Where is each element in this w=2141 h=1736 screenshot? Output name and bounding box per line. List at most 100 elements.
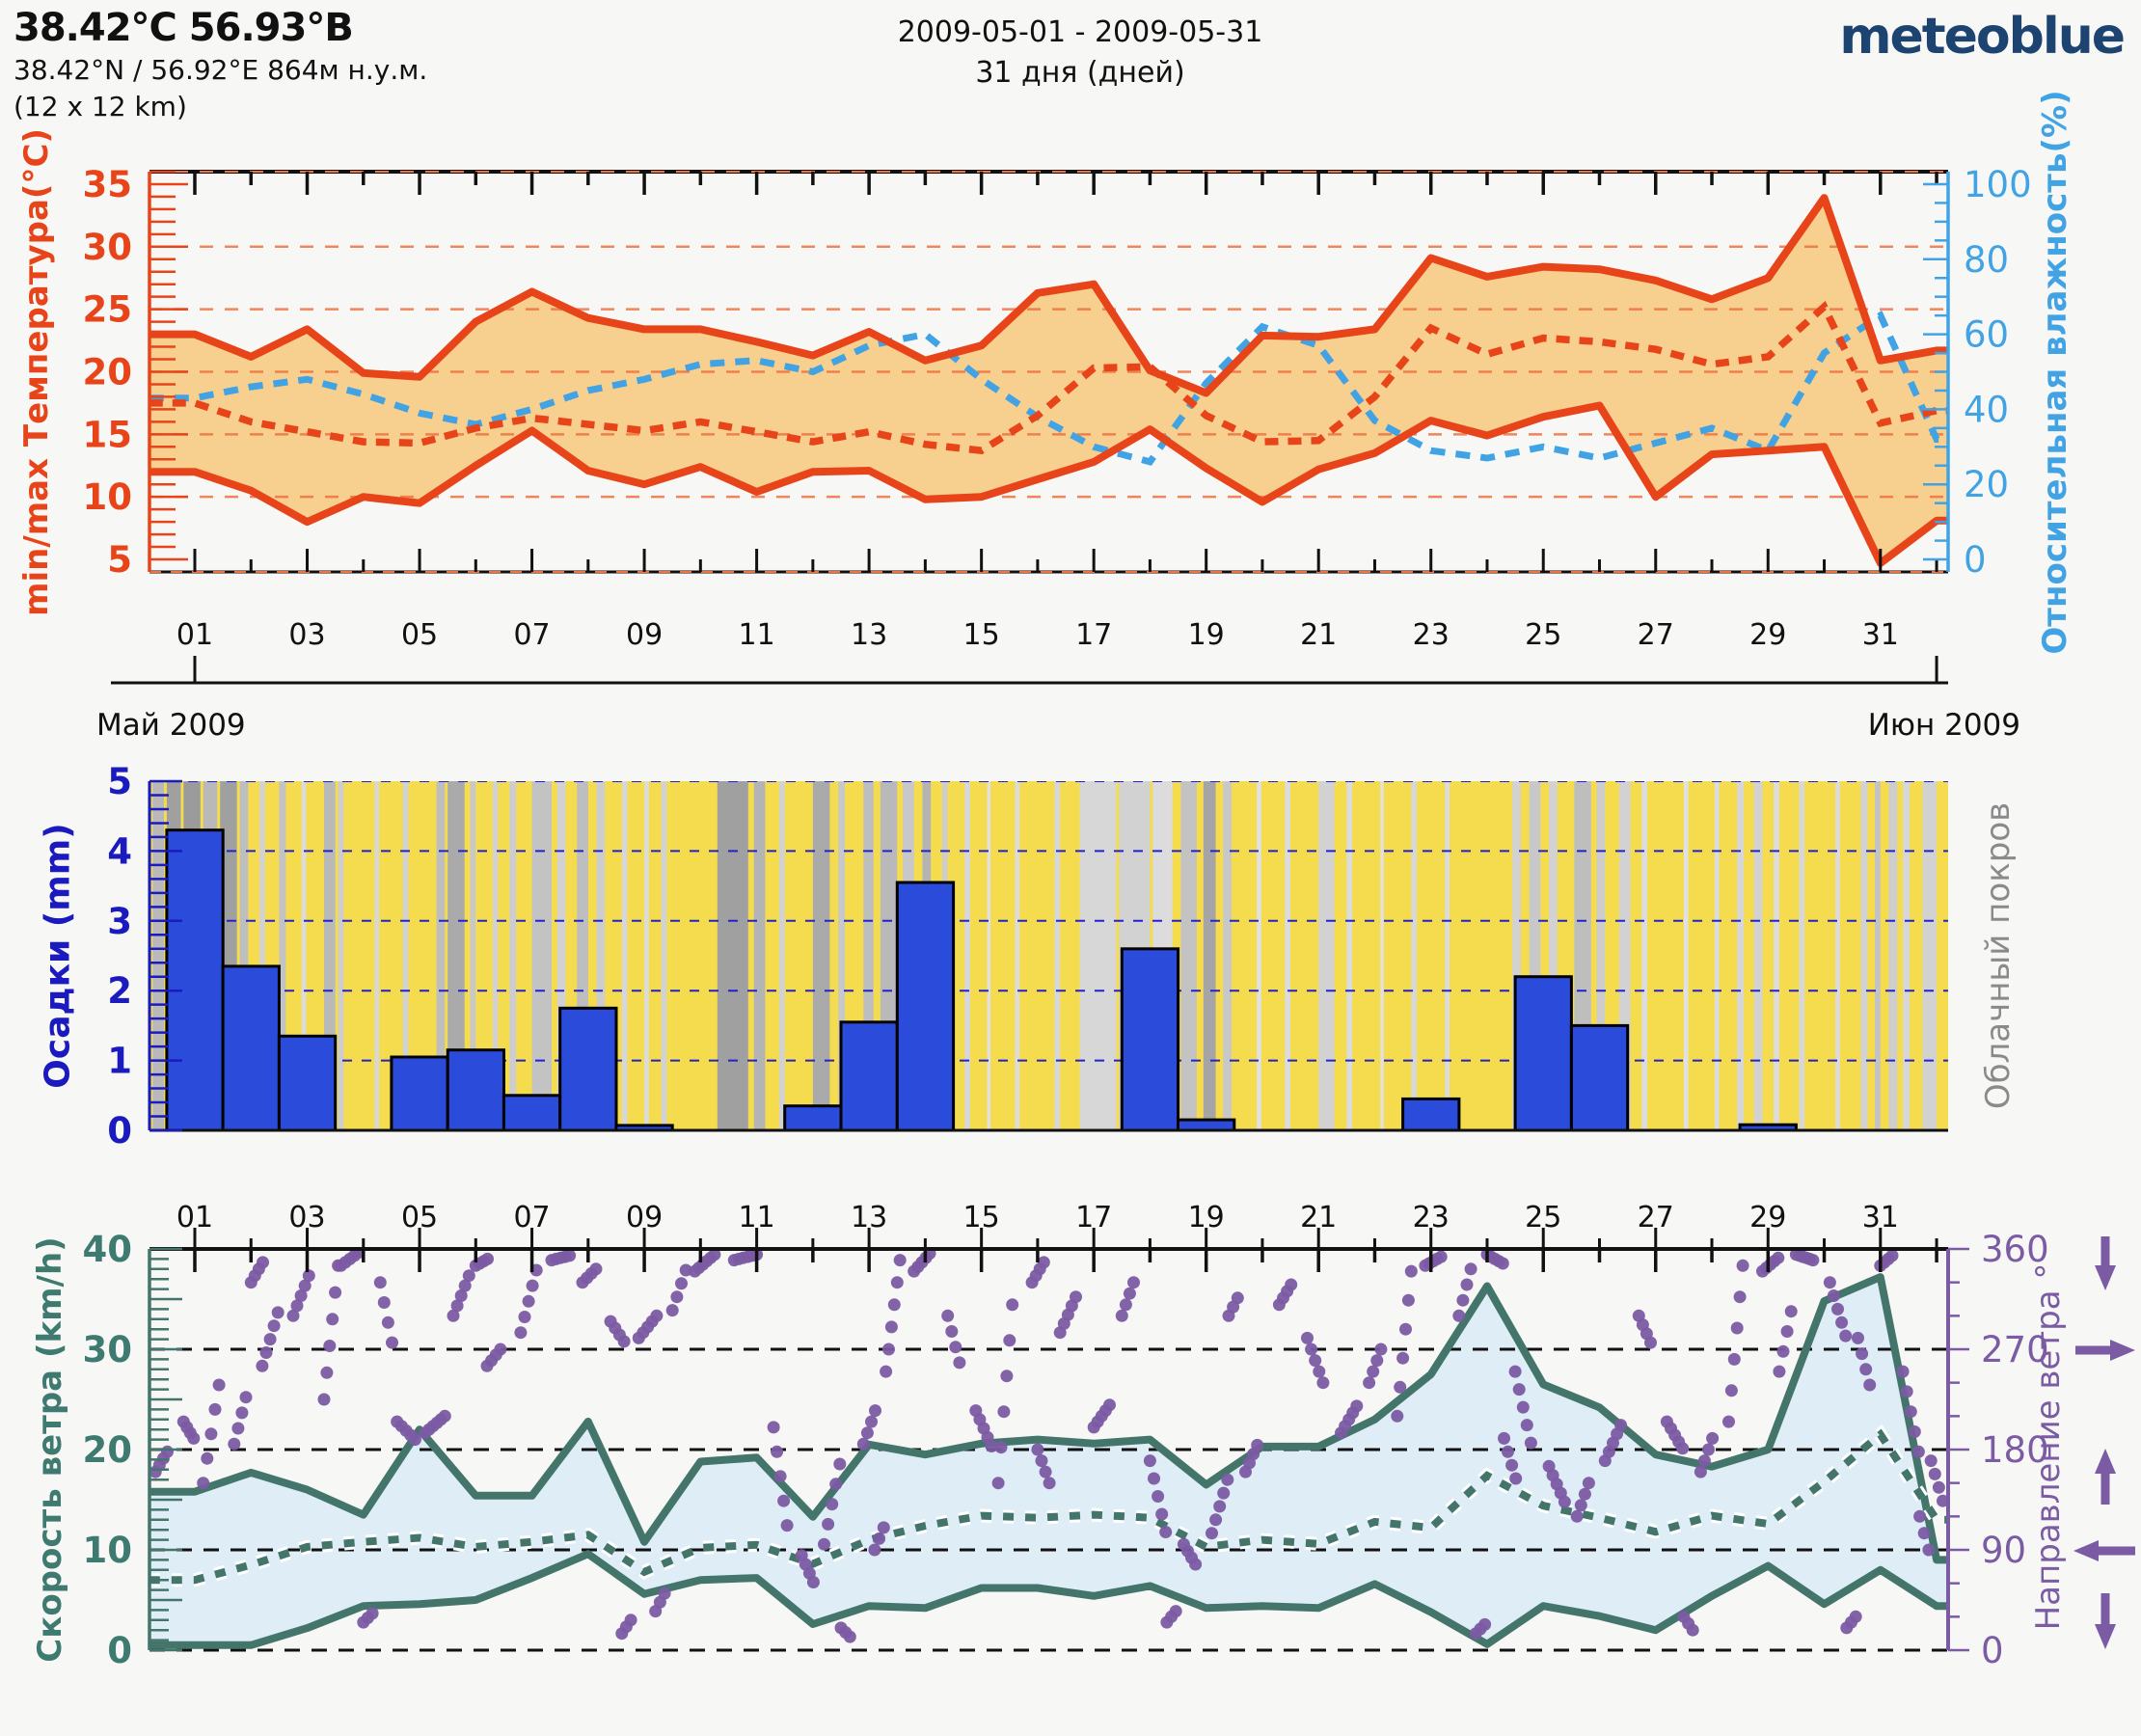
precip-bar-day-9 bbox=[614, 1124, 674, 1130]
precip-bar-day-14 bbox=[895, 881, 956, 1130]
svg-text:31: 31 bbox=[1862, 1201, 1899, 1234]
svg-text:15: 15 bbox=[963, 1201, 1000, 1234]
svg-text:01: 01 bbox=[176, 618, 213, 652]
svg-text:17: 17 bbox=[1075, 618, 1112, 652]
svg-text:23: 23 bbox=[1413, 618, 1450, 652]
mean-temp-line bbox=[149, 300, 1947, 455]
month-axis: Май 2009 Июн 2009 bbox=[96, 656, 2020, 743]
svg-text:4: 4 bbox=[107, 830, 132, 872]
precip-bar-day-13 bbox=[839, 1020, 899, 1130]
wind-axes: 0 10 20 30 40 0 90 180 270 360 01 03 05 07 09 11 13 15 17 1… bbox=[83, 1201, 2049, 1671]
precip-bar-day-12 bbox=[783, 1104, 843, 1130]
svg-text:19: 19 bbox=[1188, 618, 1225, 652]
svg-text:15: 15 bbox=[83, 414, 133, 455]
cloudcover-axis-label: Облачный покров bbox=[1979, 801, 2018, 1110]
svg-text:40: 40 bbox=[1964, 389, 2009, 430]
precip-bar-day-8 bbox=[558, 1006, 618, 1130]
svg-text:0: 0 bbox=[1981, 1630, 2004, 1671]
precip-bar-day-26 bbox=[1569, 1023, 1630, 1130]
precipitation-cloud-chart bbox=[149, 781, 1948, 1130]
svg-text:35: 35 bbox=[83, 164, 133, 205]
precip-bar-day-6 bbox=[446, 1048, 506, 1130]
location-title: 38.42°C 56.93°B bbox=[14, 6, 354, 50]
svg-text:05: 05 bbox=[401, 1201, 438, 1234]
max-temp-line bbox=[149, 194, 1947, 397]
humidity-line bbox=[149, 310, 1947, 466]
min-temp-line bbox=[149, 401, 1947, 567]
svg-text:27: 27 bbox=[1638, 1201, 1674, 1234]
svg-text:0: 0 bbox=[107, 1110, 132, 1152]
grid-resolution: (12 x 12 km) bbox=[14, 91, 187, 122]
svg-text:09: 09 bbox=[626, 618, 663, 652]
precip-bar-day-1 bbox=[165, 828, 225, 1130]
svg-text:5: 5 bbox=[107, 539, 132, 581]
precip-bar-day-18 bbox=[1120, 947, 1180, 1130]
precip-bar-day-25 bbox=[1513, 975, 1573, 1130]
svg-text:21: 21 bbox=[1300, 618, 1337, 652]
precip-bar-day-23 bbox=[1401, 1097, 1461, 1130]
date-range: 2009-05-01 - 2009-05-31 bbox=[897, 15, 1263, 49]
svg-text:13: 13 bbox=[851, 1201, 887, 1234]
svg-text:20: 20 bbox=[1964, 464, 2009, 505]
svg-text:15: 15 bbox=[963, 618, 1000, 652]
svg-text:100: 100 bbox=[1964, 164, 2032, 205]
month-label-right: Июн 2009 bbox=[1868, 708, 2020, 743]
location-coordinates: 38.42°N / 56.92°E 864м н.у.м. bbox=[14, 54, 428, 86]
svg-text:80: 80 bbox=[1964, 239, 2009, 281]
svg-text:03: 03 bbox=[288, 618, 325, 652]
svg-text:2: 2 bbox=[107, 970, 132, 1012]
svg-text:360: 360 bbox=[1981, 1229, 2049, 1270]
svg-text:0: 0 bbox=[107, 1630, 132, 1671]
svg-text:30: 30 bbox=[83, 227, 133, 268]
svg-text:29: 29 bbox=[1749, 1201, 1786, 1234]
precip-bar-day-5 bbox=[390, 1055, 449, 1130]
temp-chart-axes: 5 10 15 20 25 30 35 0 20 40 60 80 100 01 03 05 07 09 11 13 1… bbox=[83, 164, 2032, 652]
svg-text:07: 07 bbox=[513, 618, 550, 652]
svg-text:0: 0 bbox=[1964, 539, 1987, 581]
svg-text:20: 20 bbox=[83, 1429, 133, 1471]
month-label-left: Май 2009 bbox=[96, 708, 246, 743]
precip-axes: 0 1 2 3 4 5 bbox=[107, 761, 1948, 1152]
svg-text:20: 20 bbox=[83, 351, 133, 393]
svg-text:180: 180 bbox=[1981, 1429, 2049, 1471]
svg-text:17: 17 bbox=[1075, 1201, 1112, 1234]
max-wind-line bbox=[149, 1273, 1947, 1564]
wind-speed-axis-label: Скорость ветра (km/h) bbox=[31, 1236, 69, 1663]
svg-text:13: 13 bbox=[851, 618, 887, 652]
precipitation-axis-label: Осадки (mm) bbox=[38, 823, 78, 1089]
svg-text:07: 07 bbox=[513, 1201, 550, 1234]
svg-text:30: 30 bbox=[83, 1329, 133, 1370]
precip-bar-day-2 bbox=[221, 964, 281, 1130]
svg-text:25: 25 bbox=[1525, 1201, 1561, 1234]
svg-text:10: 10 bbox=[83, 1530, 133, 1571]
svg-text:05: 05 bbox=[401, 618, 438, 652]
svg-text:25: 25 bbox=[83, 289, 133, 331]
svg-text:90: 90 bbox=[1981, 1530, 2026, 1571]
svg-text:10: 10 bbox=[83, 476, 133, 518]
svg-text:03: 03 bbox=[288, 1201, 325, 1234]
precip-bar-day-3 bbox=[277, 1034, 338, 1130]
humidity-axis-label: Относительная влажность(%) bbox=[2036, 90, 2074, 655]
svg-text:1: 1 bbox=[107, 1041, 132, 1082]
svg-text:23: 23 bbox=[1413, 1201, 1450, 1234]
svg-text:60: 60 bbox=[1964, 314, 2009, 356]
svg-text:27: 27 bbox=[1638, 618, 1674, 652]
svg-text:40: 40 bbox=[83, 1229, 133, 1270]
svg-text:19: 19 bbox=[1188, 1201, 1225, 1234]
temp-axis-label: min/max Температура(°C) bbox=[17, 128, 56, 616]
wind-direction-axis-label: Направление ветра ° bbox=[2029, 1262, 2068, 1631]
svg-text:5: 5 bbox=[107, 761, 132, 802]
svg-text:21: 21 bbox=[1300, 1201, 1337, 1234]
temperature-humidity-chart bbox=[149, 194, 1948, 567]
wind-direction-dots bbox=[149, 1249, 1948, 1643]
svg-text:11: 11 bbox=[739, 1201, 775, 1234]
svg-text:01: 01 bbox=[176, 1201, 213, 1234]
meteoblue-logo: meteoblue bbox=[1839, 8, 2126, 66]
svg-text:09: 09 bbox=[626, 1201, 663, 1234]
svg-text:25: 25 bbox=[1525, 618, 1561, 652]
svg-text:11: 11 bbox=[739, 618, 775, 652]
wind-direction-arrows bbox=[2073, 1236, 2135, 1649]
svg-text:3: 3 bbox=[107, 901, 132, 942]
